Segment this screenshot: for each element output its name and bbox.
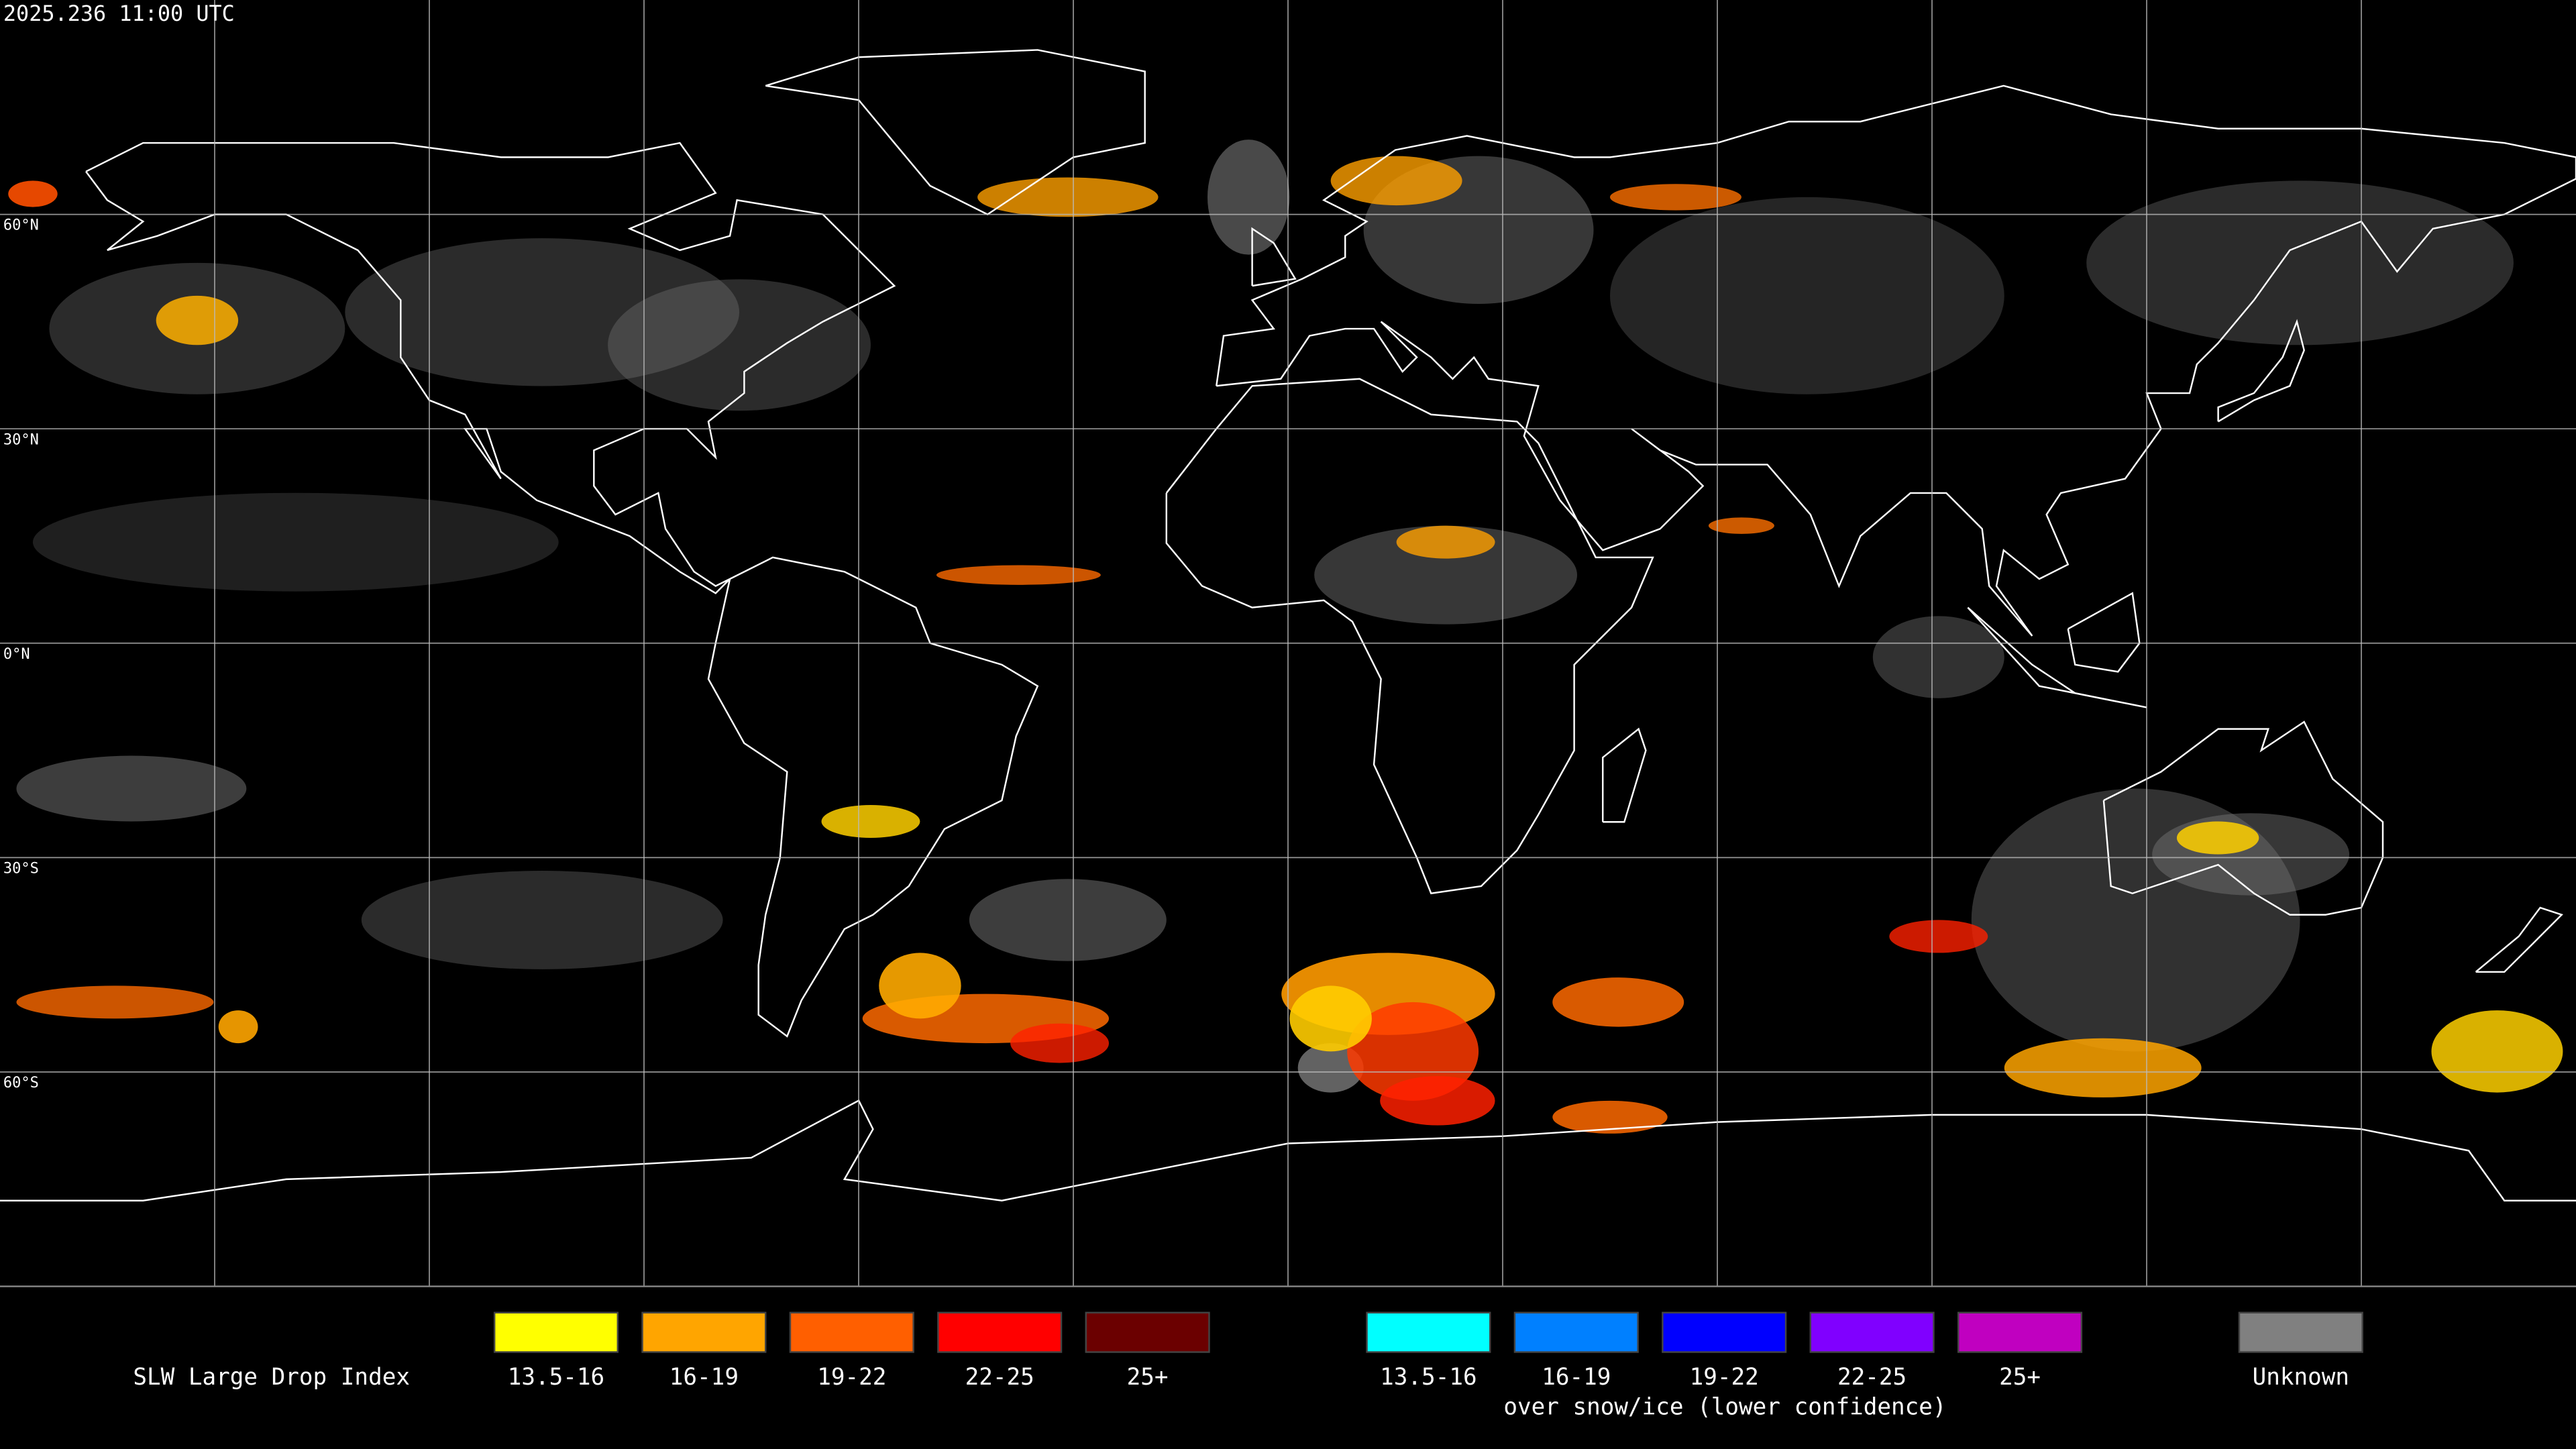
cloud-patch — [1552, 1100, 1668, 1134]
coastline — [1216, 85, 2576, 637]
cloud-patch — [1208, 140, 1290, 255]
legend-swatch — [1513, 1311, 1639, 1353]
cloud-patch — [1396, 525, 1495, 559]
legend: SLW Large Drop Index over snow/ice (lowe… — [133, 1311, 2363, 1420]
latitude-label: 30°N — [3, 431, 39, 448]
coastline — [2067, 592, 2141, 673]
cloud-patch — [218, 1010, 258, 1044]
cloud-patch — [361, 870, 723, 969]
cloud-patch — [1610, 197, 2004, 394]
cloud-patch — [2431, 1010, 2563, 1093]
coastline — [1602, 727, 1647, 823]
cloud-patch — [936, 565, 1101, 585]
cloud-patch — [1610, 184, 1741, 211]
coastline — [2217, 319, 2305, 423]
legend-swatch — [937, 1311, 1063, 1353]
legend-swatch — [1957, 1311, 2083, 1353]
cloud-patch — [2152, 813, 2350, 896]
cloud-patch — [821, 805, 920, 838]
cloud-patch — [1971, 788, 2300, 1052]
cloud-patch — [8, 180, 58, 207]
legend-swatch — [789, 1311, 914, 1353]
legend-label: 19-22 — [1690, 1364, 1759, 1391]
legend-swatch — [1085, 1311, 1210, 1353]
cloud-patch — [1872, 616, 2004, 698]
legend-label: 13.5-16 — [1380, 1364, 1477, 1391]
cloud-patch — [1552, 977, 1684, 1027]
cloud-patch — [1314, 525, 1578, 625]
latitude-label: 60°S — [3, 1075, 39, 1091]
legend-label: 22-25 — [1837, 1364, 1907, 1391]
cloud-patch — [977, 177, 1159, 217]
legend-label: 16-19 — [1542, 1364, 1611, 1391]
cloud-patch — [1347, 1002, 1479, 1101]
cloud-patch — [608, 279, 871, 411]
cloud-patch — [1297, 1043, 1364, 1093]
cloud-patch — [1330, 156, 1462, 206]
snow-caption: over snow/ice (lower confidence) — [1503, 1393, 1946, 1420]
cloud-patch — [1889, 920, 1988, 953]
legend-swatch — [1809, 1311, 1935, 1353]
legend-label: 25+ — [1999, 1364, 2041, 1391]
legend-swatch — [641, 1311, 767, 1353]
legend-label: 25+ — [1127, 1364, 1169, 1391]
legend-swatch — [493, 1311, 619, 1353]
legend-swatch — [1366, 1311, 1491, 1353]
cloud-patch — [345, 238, 740, 386]
legend-title: SLW Large Drop Index — [133, 1364, 410, 1391]
cloud-patch — [1708, 517, 1774, 534]
cloud-patch — [1289, 985, 1372, 1052]
latitude-label: 30°S — [3, 861, 39, 877]
cloud-patch — [32, 492, 559, 592]
cloud-patch — [16, 985, 214, 1019]
timestamp: 2025.236 11:00 UTC — [3, 1, 235, 26]
coastline — [1165, 378, 1654, 895]
latitude-label: 0°N — [3, 646, 30, 663]
cloud-patch — [969, 879, 1167, 961]
coastline — [2475, 906, 2563, 973]
legend-swatch — [2238, 1311, 2363, 1353]
latitude-label: 60°N — [3, 217, 39, 234]
cloud-patch — [2086, 180, 2514, 345]
cloud-patch — [16, 755, 247, 822]
legend-label: 13.5-16 — [508, 1364, 604, 1391]
cloud-patch — [2176, 821, 2259, 855]
cloud-patch — [2004, 1038, 2202, 1097]
legend-swatch — [1662, 1311, 1787, 1353]
cloud-patch — [1380, 1076, 1495, 1126]
legend-label: 16-19 — [669, 1364, 739, 1391]
legend-label: 19-22 — [817, 1364, 886, 1391]
cloud-patch — [1010, 1023, 1110, 1063]
legend-label: Unknown — [2253, 1364, 2349, 1391]
cloud-patch — [156, 295, 239, 345]
coastline — [85, 142, 896, 594]
cloud-patch — [879, 953, 961, 1019]
legend-label: 22-25 — [965, 1364, 1034, 1391]
cloud-layer — [8, 140, 2563, 1134]
graticule: 60°N 30°N 0°N 30°S 60°S — [0, 0, 2576, 1287]
